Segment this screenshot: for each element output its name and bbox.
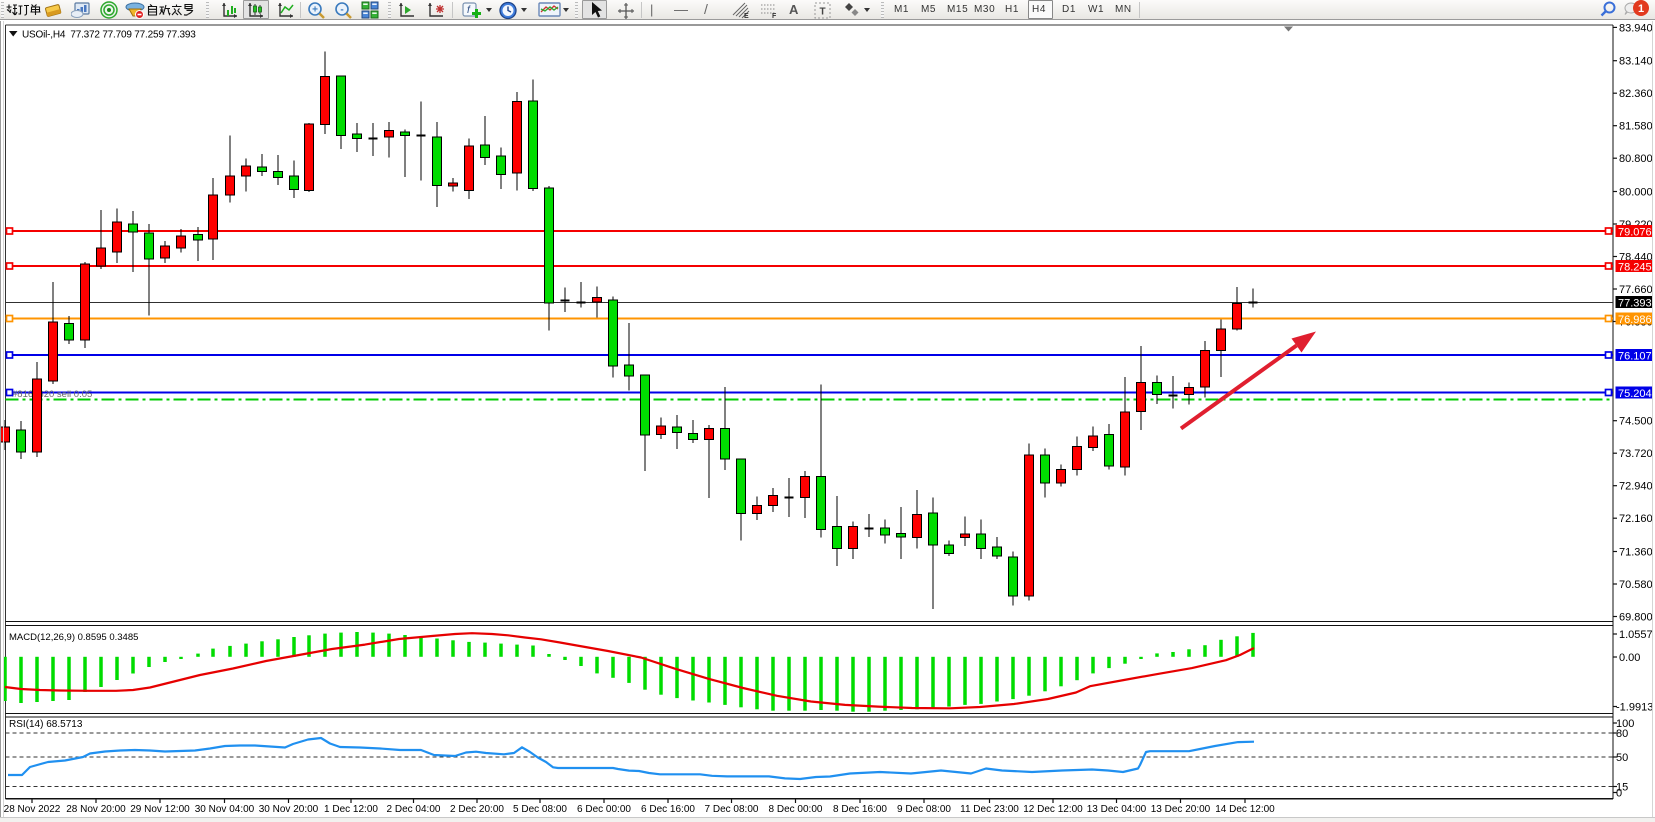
svg-text:9 Dec 08:00: 9 Dec 08:00 [897, 804, 951, 815]
svg-text:12 Dec 12:00: 12 Dec 12:00 [1023, 804, 1083, 815]
svg-text:70.580: 70.580 [1619, 579, 1653, 591]
svg-text:1 Dec 12:00: 1 Dec 12:00 [324, 804, 378, 815]
svg-text:80: 80 [1616, 728, 1628, 740]
svg-text:69.800: 69.800 [1619, 612, 1653, 624]
svg-text:8 Dec 00:00: 8 Dec 00:00 [769, 804, 823, 815]
svg-text:USOil-,H4 77.372 77.709 77.25: USOil-,H4 77.372 77.709 77.259 77.393 [22, 30, 196, 41]
svg-text:76.986: 76.986 [1618, 314, 1652, 326]
svg-text:80.800: 80.800 [1619, 153, 1653, 165]
svg-text:79.076: 79.076 [1618, 227, 1652, 239]
svg-text:1.0557: 1.0557 [1619, 629, 1653, 641]
svg-text:80.000: 80.000 [1619, 187, 1653, 199]
svg-text:14 Dec 12:00: 14 Dec 12:00 [1215, 804, 1275, 815]
svg-text:7 Dec 08:00: 7 Dec 08:00 [705, 804, 759, 815]
svg-text:MACD(12,26,9) 0.8595 0.3485: MACD(12,26,9) 0.8595 0.3485 [9, 632, 138, 643]
svg-text:1: 1 [1638, 3, 1644, 15]
svg-text:77.660: 77.660 [1619, 284, 1653, 296]
svg-text:+: + [312, 5, 318, 16]
svg-text:f: f [467, 5, 471, 16]
svg-text:13 Dec 04:00: 13 Dec 04:00 [1087, 804, 1147, 815]
svg-text:2 Dec 20:00: 2 Dec 20:00 [450, 804, 504, 815]
svg-text:#8164620 sell 0.05: #8164620 sell 0.05 [12, 389, 92, 400]
svg-text:-1.9913: -1.9913 [1616, 702, 1653, 714]
svg-text:78.245: 78.245 [1618, 262, 1652, 274]
svg-text:83.940: 83.940 [1619, 22, 1653, 34]
svg-text:76.107: 76.107 [1618, 351, 1652, 363]
svg-text:5 Dec 08:00: 5 Dec 08:00 [513, 804, 567, 815]
svg-text:77.393: 77.393 [1618, 298, 1652, 310]
svg-text:30 Nov 20:00: 30 Nov 20:00 [259, 804, 319, 815]
svg-text:29 Nov 12:00: 29 Nov 12:00 [130, 804, 190, 815]
svg-text:F: F [772, 13, 777, 20]
svg-text:75.204: 75.204 [1618, 388, 1652, 400]
svg-text:E: E [744, 13, 749, 20]
svg-text:11 Dec 23:00: 11 Dec 23:00 [960, 804, 1019, 815]
svg-text:100: 100 [1616, 718, 1634, 730]
svg-text:74.500: 74.500 [1619, 416, 1653, 428]
svg-text:81.580: 81.580 [1619, 121, 1653, 133]
svg-text:0: 0 [1616, 788, 1622, 800]
svg-text:28 Nov 2022: 28 Nov 2022 [4, 804, 61, 815]
svg-text:0.00: 0.00 [1619, 652, 1640, 664]
svg-text:15: 15 [1616, 782, 1628, 794]
svg-text:RSI(14) 68.5713: RSI(14) 68.5713 [9, 719, 83, 730]
svg-text:71.360: 71.360 [1619, 547, 1653, 559]
svg-text:82.360: 82.360 [1619, 88, 1653, 100]
svg-text:8 Dec 16:00: 8 Dec 16:00 [833, 804, 887, 815]
svg-text:13 Dec 20:00: 13 Dec 20:00 [1151, 804, 1211, 815]
svg-text:73.720: 73.720 [1619, 448, 1653, 460]
svg-text:6 Dec 00:00: 6 Dec 00:00 [577, 804, 631, 815]
svg-text:50: 50 [1616, 752, 1628, 764]
svg-text:T: T [819, 7, 825, 18]
svg-text:83.140: 83.140 [1619, 56, 1653, 68]
svg-text:72.940: 72.940 [1619, 481, 1653, 493]
svg-text:2 Dec 04:00: 2 Dec 04:00 [387, 804, 441, 815]
svg-text:28 Nov 20:00: 28 Nov 20:00 [66, 804, 126, 815]
svg-text:6 Dec 16:00: 6 Dec 16:00 [641, 804, 695, 815]
svg-text:-: - [340, 5, 343, 16]
svg-text:72.160: 72.160 [1619, 513, 1653, 525]
svg-text:30 Nov 04:00: 30 Nov 04:00 [195, 804, 255, 815]
